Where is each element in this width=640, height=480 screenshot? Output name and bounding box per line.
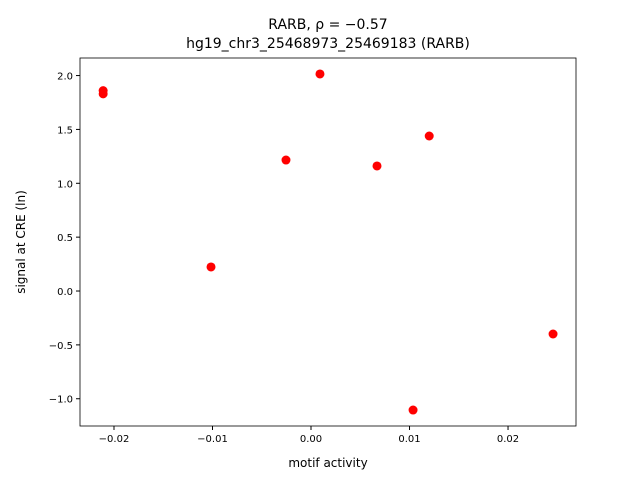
x-tick-label: 0.01 [398,434,420,445]
point [315,69,325,79]
y-tick-label: −0.5 [49,341,73,352]
point [424,131,434,141]
chart-subtitle: hg19_chr3_25468973_25469183 (RARB) [186,36,470,52]
x-tick-label: −0.02 [99,434,130,445]
y-tick-label: 0.0 [57,287,73,298]
y-tick-label: 1.5 [57,125,73,136]
point [206,262,216,272]
point [281,155,291,165]
chart-title: RARB, ρ = −0.57 [268,17,387,33]
y-tick-label: 1.0 [57,179,73,190]
y-tick-label: −1.0 [49,395,73,406]
plot-frame [79,57,577,427]
x-tick-label: 0.00 [300,434,322,445]
point [408,405,418,415]
x-tick-label: 0.02 [497,434,519,445]
x-tick-label: −0.01 [197,434,228,445]
point [372,161,382,171]
y-axis-label: signal at CRE (ln) [14,190,28,294]
y-tick-label: 0.5 [57,233,73,244]
y-tick-label: 2.0 [57,72,73,83]
point [98,89,108,99]
point [548,329,558,339]
x-axis-label: motif activity [288,456,367,470]
